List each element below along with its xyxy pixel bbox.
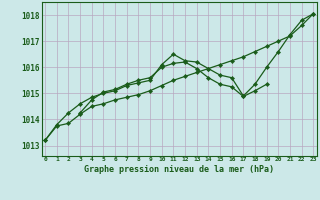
X-axis label: Graphe pression niveau de la mer (hPa): Graphe pression niveau de la mer (hPa) bbox=[84, 165, 274, 174]
